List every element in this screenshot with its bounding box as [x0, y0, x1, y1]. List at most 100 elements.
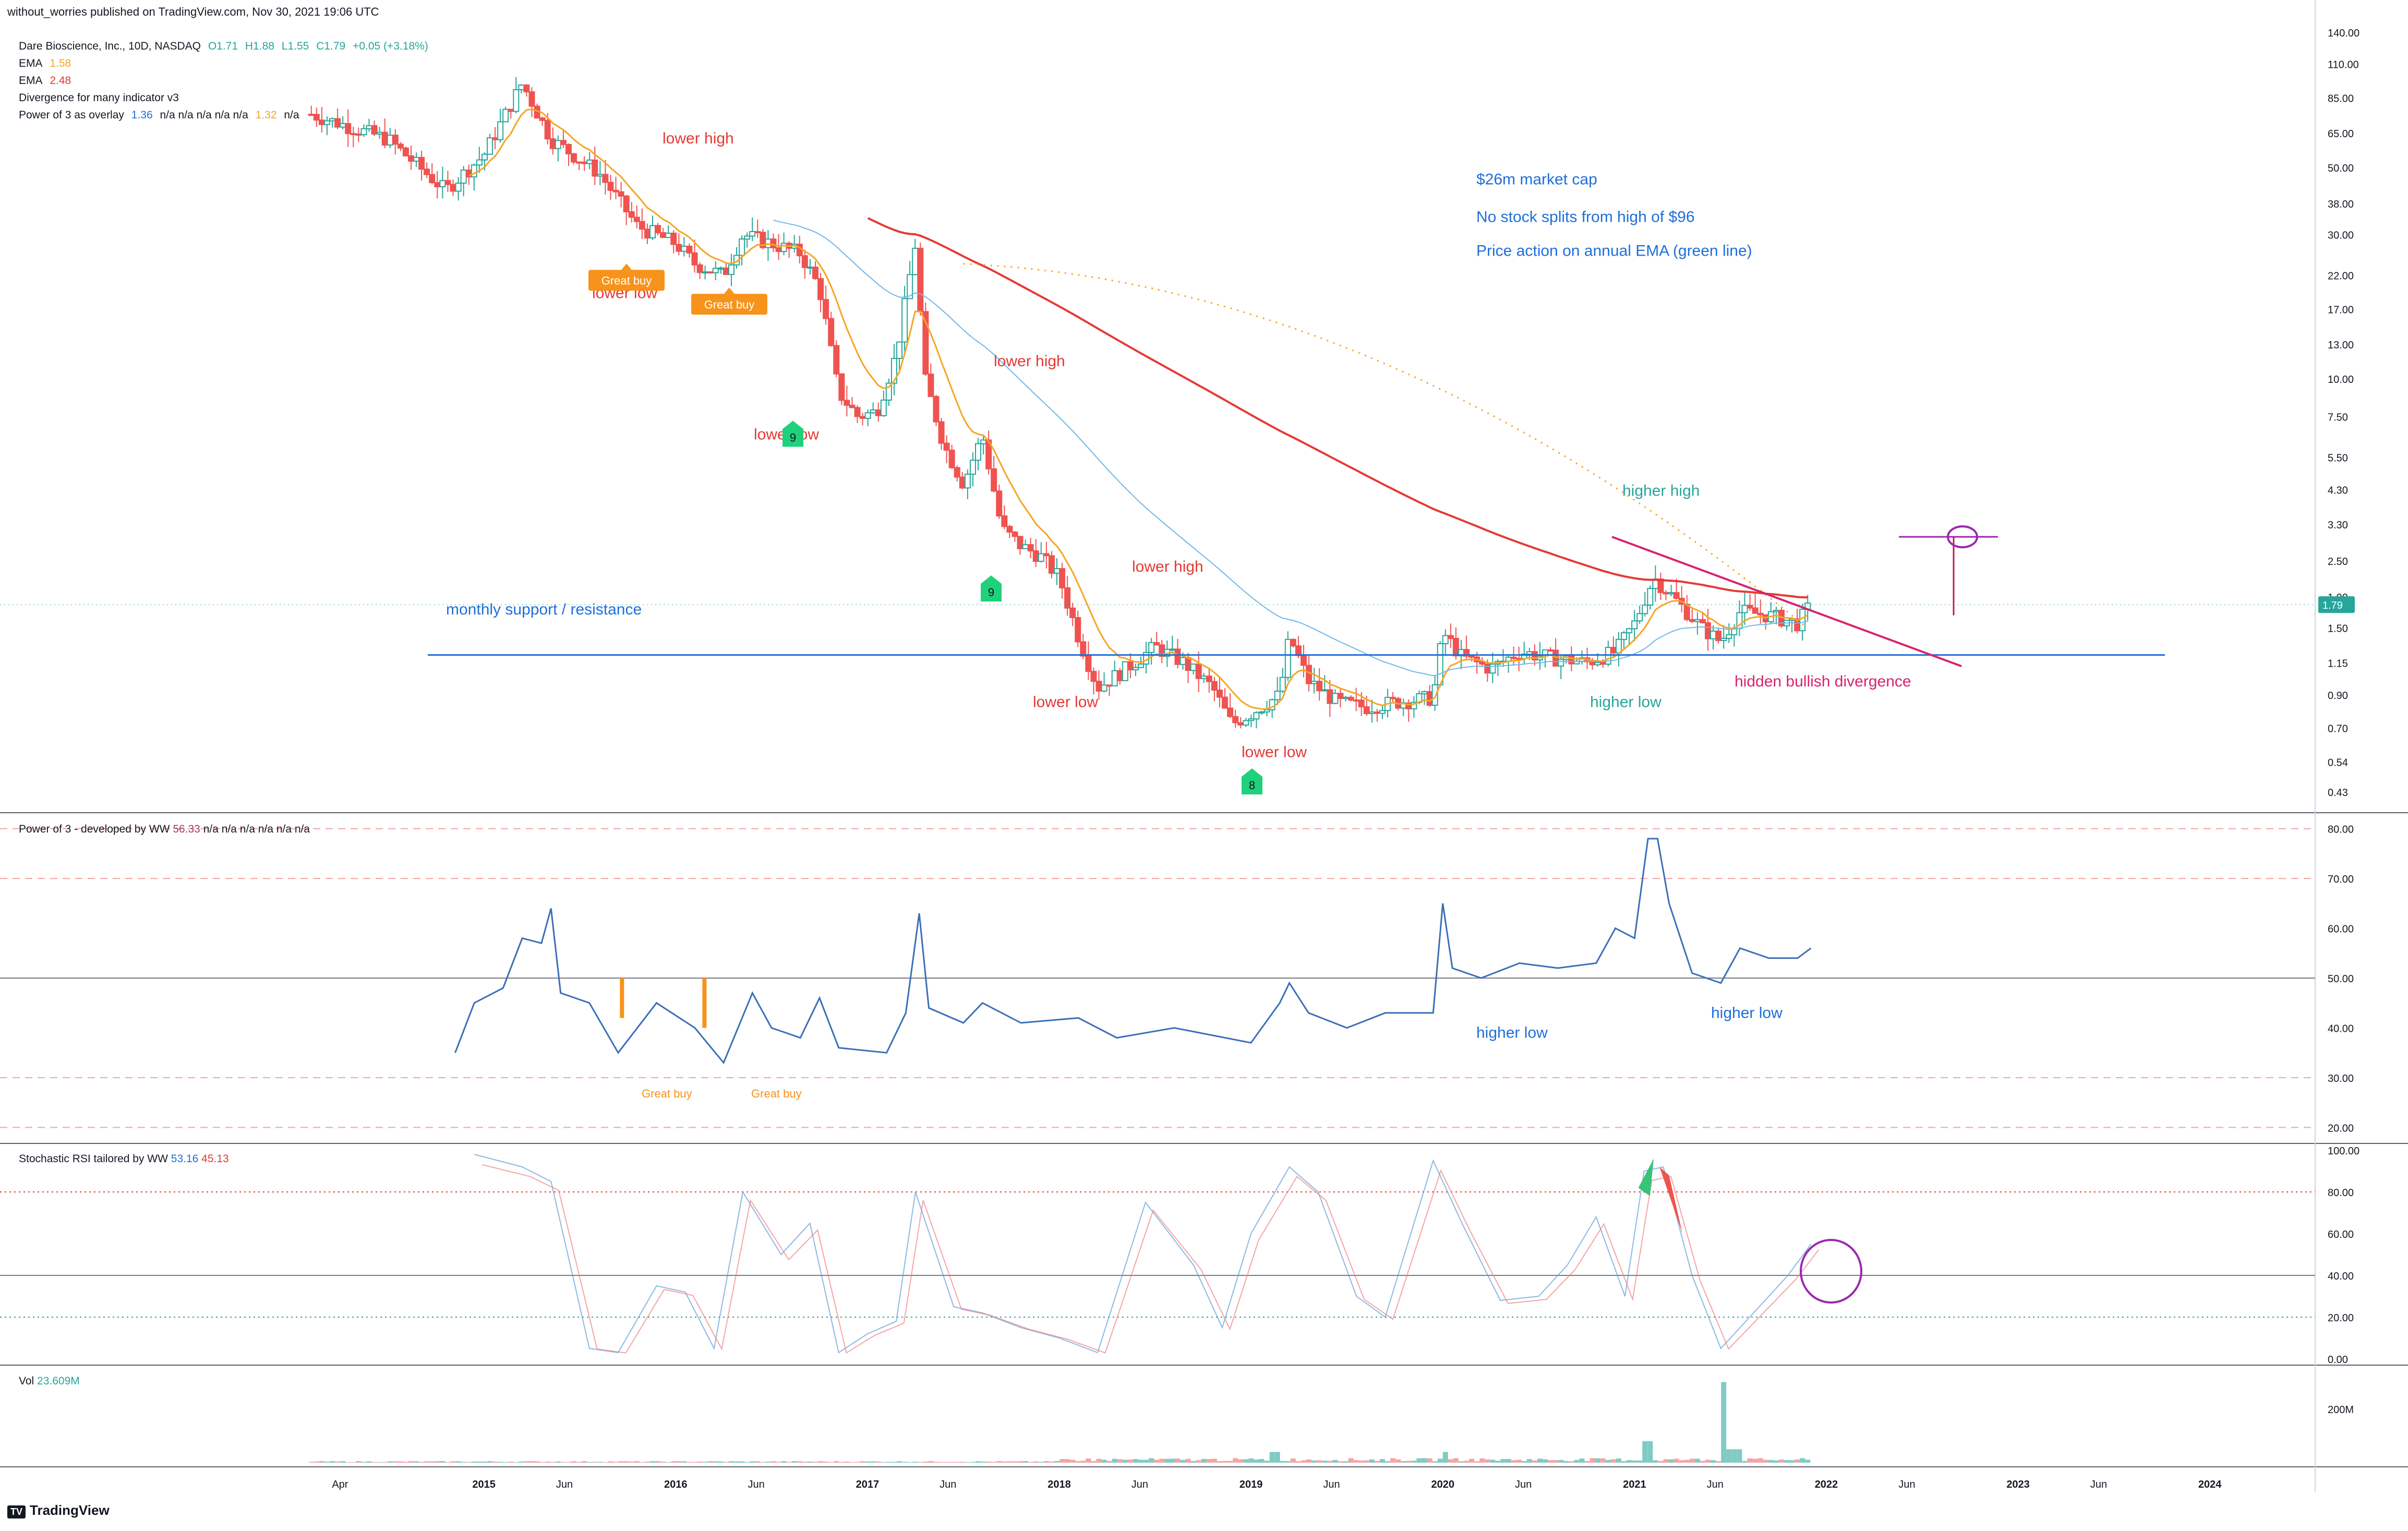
volume-bar: [1453, 1458, 1459, 1463]
candle-body: [366, 125, 372, 129]
power3-y-tick-label: 20.00: [2328, 1123, 2354, 1134]
volume-bar: [1537, 1458, 1543, 1463]
volume-bar: [671, 1461, 677, 1463]
main-y-tick-label: 0.70: [2328, 723, 2348, 734]
candle-body: [1106, 684, 1113, 687]
volume-bar: [1595, 1458, 1600, 1463]
volume-bar: [1752, 1458, 1758, 1463]
candle-body: [1615, 638, 1622, 654]
volume-bar: [1317, 1460, 1322, 1463]
volume-bar: [991, 1462, 997, 1463]
volume-bar: [1049, 1462, 1054, 1463]
volume-bar: [450, 1461, 456, 1463]
volume-bar: [366, 1461, 372, 1463]
candle-body: [828, 318, 835, 346]
volume-bar: [419, 1462, 425, 1463]
volume-bar: [828, 1462, 834, 1463]
candle-body: [586, 159, 593, 164]
volume-bar: [713, 1461, 718, 1463]
candle-body: [350, 132, 357, 135]
legend-symbol-line: Dare Bioscience, Inc., 10D, NASDAQ O1.71…: [19, 38, 432, 55]
candle-body: [1022, 544, 1029, 549]
candle-body: [875, 409, 882, 416]
volume-bar: [387, 1461, 393, 1463]
volume-bar: [1322, 1461, 1328, 1463]
candle-body: [1437, 643, 1443, 685]
volume-bar: [1553, 1460, 1559, 1463]
volume-bar: [812, 1462, 818, 1463]
candle-body: [969, 460, 976, 475]
candle-body: [649, 225, 656, 239]
power3-buy-bar: [702, 978, 707, 1028]
volume-bar: [1500, 1459, 1506, 1463]
volume-bar: [907, 1462, 913, 1463]
volume-bar: [1070, 1460, 1076, 1463]
volume-bar: [1548, 1460, 1554, 1463]
volume-bar: [707, 1461, 713, 1463]
candle-body: [1374, 712, 1380, 714]
candle-body: [1284, 638, 1291, 678]
candle-body: [859, 416, 866, 419]
volume-bar: [1632, 1460, 1638, 1463]
volume-bar: [587, 1462, 593, 1463]
volume-bar: [923, 1461, 929, 1463]
candle-body: [974, 443, 981, 461]
volume-bar: [781, 1461, 787, 1463]
chart-annotation: $26m market cap: [1476, 171, 1597, 188]
x-tick-label: Apr: [332, 1479, 348, 1490]
volume-bar: [503, 1462, 509, 1463]
volume-bar: [718, 1461, 724, 1463]
volume-bar: [408, 1461, 414, 1463]
stoch-y-tick-label: 100.00: [2328, 1146, 2359, 1157]
volume-bar: [1579, 1458, 1585, 1463]
volume-bar: [1248, 1458, 1254, 1463]
tradingview-logo[interactable]: TV TradingView: [7, 1502, 110, 1518]
candle-body: [1368, 712, 1375, 714]
volume-bar: [1059, 1459, 1065, 1463]
candle-body: [1663, 592, 1669, 595]
volume-bar: [487, 1461, 492, 1463]
volume-group: [308, 1382, 1811, 1463]
candle-body: [1032, 550, 1039, 562]
candle-body: [1253, 712, 1260, 720]
volume-bar: [1348, 1458, 1354, 1463]
candle-body: [1773, 610, 1779, 612]
volume-bar: [1149, 1458, 1154, 1463]
volume-bar: [854, 1462, 860, 1463]
volume-bar: [849, 1462, 855, 1463]
candle-body: [1421, 691, 1428, 694]
main-y-tick-label: 0.43: [2328, 787, 2348, 799]
candle-body: [1463, 649, 1470, 657]
candle-body: [922, 311, 929, 375]
candle-body: [1274, 691, 1281, 701]
volume-bar: [1180, 1460, 1186, 1463]
volume-bar: [550, 1462, 556, 1463]
candle-body: [938, 421, 945, 444]
volume-bar: [975, 1461, 981, 1463]
candle-body: [1547, 649, 1554, 652]
great-buy-badge: [588, 270, 665, 291]
candle-body: [1279, 677, 1286, 692]
volume-bar: [1358, 1460, 1364, 1463]
candle-body: [392, 135, 399, 145]
volume-bar: [1364, 1460, 1369, 1463]
chart-annotation: lower low: [1033, 694, 1098, 711]
great-buy-pointer: [724, 287, 735, 294]
candle-body: [665, 233, 672, 238]
candle-body: [465, 170, 472, 178]
volume-bar: [1196, 1460, 1201, 1463]
candle-body: [555, 140, 561, 149]
main-y-tick-label: 0.54: [2328, 757, 2348, 769]
chart-annotation: lower low: [1242, 744, 1307, 761]
candle-body: [890, 358, 897, 384]
candle-body: [523, 85, 530, 93]
volume-bar: [802, 1462, 808, 1463]
candle-body: [1132, 667, 1139, 671]
power3-annotation: Great buy: [751, 1087, 802, 1100]
stoch-y-tick-label: 80.00: [2328, 1187, 2354, 1199]
candle-body: [1064, 587, 1071, 609]
volume-bar: [681, 1461, 687, 1463]
x-tick-label: 2018: [1048, 1479, 1071, 1490]
volume-bar: [933, 1462, 939, 1463]
great-buy-badge: [691, 294, 767, 315]
